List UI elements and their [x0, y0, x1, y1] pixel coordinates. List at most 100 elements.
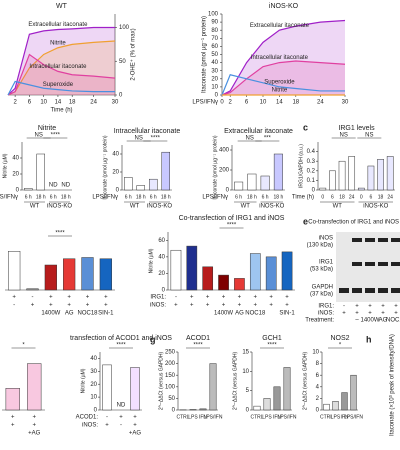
y-axis-label: Nitrite (µM) [80, 368, 86, 393]
y-axis-label: Itaconate (pmol µg⁻¹ protein) [212, 135, 218, 199]
bar [247, 173, 257, 191]
y-tick-label: 10 [211, 84, 218, 90]
y-tick-label: 30 [211, 68, 218, 74]
group-label: WT [241, 204, 251, 210]
row-sign: + [269, 295, 273, 301]
x-tick-label: 10 [260, 100, 267, 106]
y-tick-label: 10 [312, 350, 319, 356]
bar [218, 274, 229, 291]
bar [149, 178, 158, 191]
x-tick-label: 6 h [262, 194, 269, 200]
series-label: Superoxide [264, 79, 295, 85]
row-sign: + [31, 303, 35, 309]
y-tick-label: 20 [90, 382, 97, 388]
bar [234, 278, 245, 291]
row-sign: + [32, 415, 36, 421]
series-line [7, 53, 116, 96]
row-label: IRG1: [150, 295, 166, 301]
band-label: (130 kDa) [307, 243, 333, 249]
significance: NS [365, 133, 373, 139]
x-tick-label: 18 h [247, 194, 257, 200]
chart-title: Intracellular itaconate [114, 128, 181, 135]
y-tick-label: 0 [119, 93, 123, 99]
area [8, 27, 115, 95]
row-sign: + [206, 295, 210, 301]
row-sign: + [238, 295, 242, 301]
x-axis-label: Time (h) [50, 108, 72, 114]
row-sign: + [49, 303, 53, 309]
treatment: 1400W [360, 318, 379, 324]
area [8, 41, 115, 95]
y-tick-label: 50 [168, 396, 175, 402]
x-tick-label: 6 [370, 194, 373, 200]
row-sign: + [368, 311, 372, 317]
x-tick-label: 6 [28, 100, 32, 106]
bar [36, 153, 45, 191]
band-label: (37 kDa) [310, 292, 333, 298]
series-line [221, 19, 346, 96]
panel-letter: c [303, 122, 308, 132]
value-label: ND [117, 403, 126, 409]
treatment: – [355, 318, 359, 324]
bar [350, 374, 357, 411]
chart-title: IRG1 levels [338, 125, 375, 132]
bar [263, 398, 271, 411]
y-tick-label: 15 [242, 350, 249, 356]
x-tick-label: IFN [199, 414, 207, 420]
x-tick-label: 18 h [274, 194, 284, 200]
y-tick-label: 150 [165, 373, 176, 379]
bar [357, 187, 365, 191]
chart-title: NOS2 [330, 335, 349, 342]
series-line [7, 26, 115, 96]
y-tick-label: 40 [211, 60, 218, 66]
treatment-label: NOC18 [77, 311, 98, 317]
panel-letter: e [303, 216, 308, 226]
bar [367, 165, 375, 191]
y-tick-label: 60 [211, 44, 218, 50]
row-sign: + [104, 295, 108, 301]
x-tick-label: 6 [331, 194, 334, 200]
y-tick-label: 0 [16, 188, 20, 194]
x-tick-label: LPS/IFN [278, 414, 297, 420]
bar [332, 401, 339, 411]
row-sign: + [190, 303, 194, 309]
x-tick-label: 0 [220, 100, 224, 106]
chart-title: Extracellular itaconate [224, 128, 293, 135]
series-line [221, 74, 345, 96]
significance: **** [55, 231, 65, 237]
significance: NS [245, 136, 253, 142]
bar [209, 363, 217, 411]
row-sign: + [11, 415, 15, 421]
x-axis-label: LPS/IFNγ [192, 100, 218, 106]
series-line [7, 80, 115, 96]
y-tick-label: 0 [246, 408, 250, 414]
bar [260, 175, 270, 191]
bar [27, 363, 42, 411]
row-label: IRG1: [318, 304, 334, 310]
area [8, 54, 115, 95]
x-axis-label: LPS/IFNγ [202, 195, 228, 201]
bar [377, 159, 384, 191]
y-tick-label: 400 [219, 148, 230, 154]
row-sign: - [120, 423, 122, 429]
x-tick-label: LPS [262, 414, 272, 420]
row-sign: + [254, 303, 258, 309]
bar [170, 249, 182, 291]
row-sign: + [222, 295, 226, 301]
x-tick-label: CTRL [176, 414, 189, 420]
band-label: GAPDH [312, 285, 333, 291]
row-sign: + [32, 423, 36, 429]
bar [44, 264, 57, 291]
row-sign: + [206, 303, 210, 309]
row-sign: - [32, 295, 34, 301]
bar [281, 251, 293, 291]
x-tick-label: 24 [317, 100, 324, 106]
y-tick-label: 0.1 [307, 178, 316, 184]
x-tick-label: 18 [69, 100, 76, 106]
group-label: iNOS-KO [47, 204, 72, 210]
x-tick-label: LPS/IFN [344, 414, 363, 420]
row-sign: + [368, 304, 372, 310]
treatment: NOC18 [386, 318, 400, 324]
bar [329, 170, 336, 191]
